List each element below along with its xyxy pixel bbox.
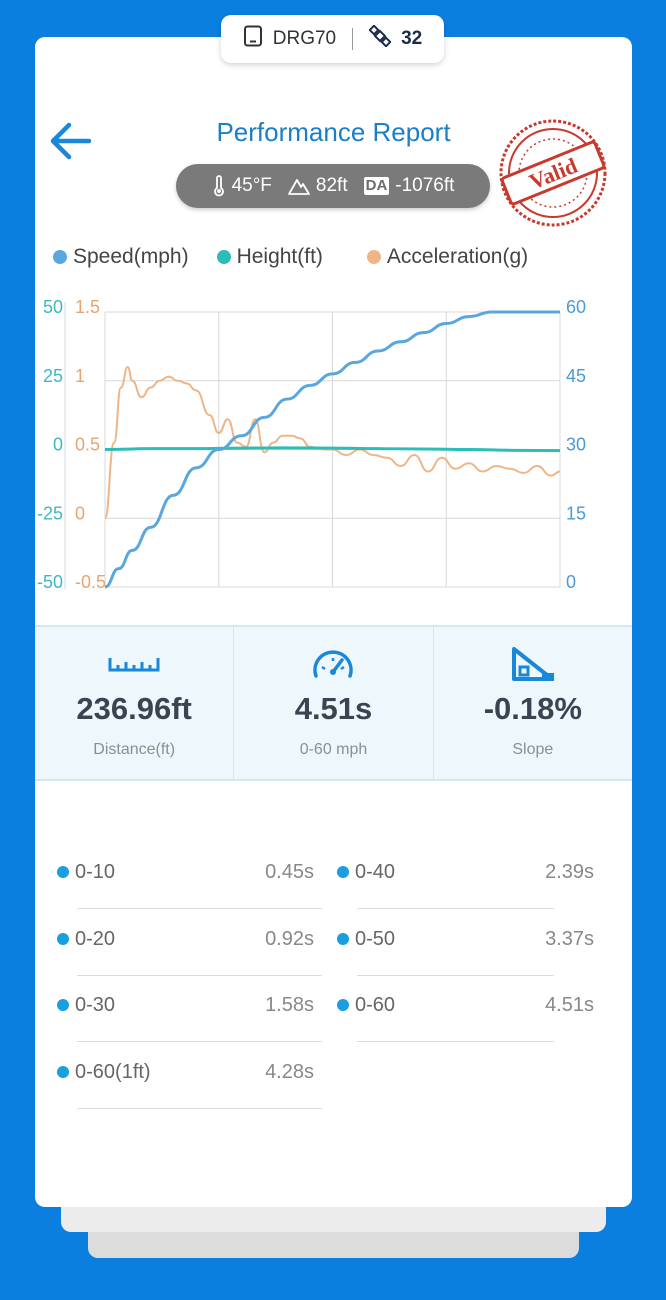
stat-zero-to-sixty: 4.51s 0-60 mph (234, 627, 434, 779)
acceleration-tick-label: 0.5 (75, 435, 100, 455)
legend-label: Speed(mph) (73, 245, 189, 268)
series-line-height (104, 446, 561, 453)
split-item: 0-20 0.92s (57, 909, 322, 976)
da-badge: DA (363, 177, 390, 195)
speed-tick-label: 60 (566, 297, 586, 317)
speed-tick-label: 0 (566, 572, 576, 592)
split-item: 0-10 0.45s (57, 842, 322, 909)
stat-label: Distance(ft) (93, 741, 176, 758)
stat-distance: 236.96ft Distance(ft) (35, 627, 235, 779)
stat-value: 4.51s (294, 691, 373, 726)
split-time: 0.45s (265, 860, 314, 883)
split-time: 1.58s (265, 993, 314, 1016)
split-range: 0-10 (75, 860, 116, 883)
split-item: 0-50 3.37s (337, 909, 594, 976)
split-range: 0-50 (355, 927, 396, 950)
density-altitude-readout: DA -1076ft (363, 175, 455, 197)
split-range: 0-60(1ft) (75, 1060, 151, 1083)
tablet-icon (243, 25, 263, 53)
legend-label: Height(ft) (236, 245, 323, 268)
temperature-value: 45°F (231, 175, 272, 196)
split-time: 3.37s (545, 927, 594, 950)
acceleration-tick-label: 1 (75, 366, 85, 386)
speedometer-icon (311, 645, 355, 683)
height-tick-label: -25 (37, 503, 63, 523)
device-status-pill[interactable]: DRG70 32 (221, 15, 444, 63)
bullet-dot (57, 1066, 69, 1078)
divider (357, 975, 554, 976)
divider (77, 1041, 322, 1042)
split-time: 2.39s (545, 860, 594, 883)
divider (357, 1041, 554, 1042)
height-tick-label: 25 (43, 366, 63, 386)
series-line-speed (104, 310, 560, 589)
acceleration-tick-label: -0.5 (75, 572, 106, 592)
satellite-icon (368, 24, 392, 53)
height-tick-label: -50 (37, 572, 63, 592)
bullet-dot (337, 933, 349, 945)
back-arrow-icon (50, 122, 92, 160)
back-button[interactable] (47, 119, 95, 163)
split-range: 0-60 (355, 993, 396, 1016)
legend-height[interactable]: Height(ft) (216, 245, 323, 269)
speed-tick-label: 45 (566, 366, 586, 386)
bullet-dot (57, 999, 69, 1011)
height-tick-label: 50 (43, 297, 63, 317)
split-range: 0-40 (355, 860, 396, 883)
split-range: 0-30 (75, 993, 116, 1016)
height-tick-label: 0 (53, 435, 63, 455)
stat-slope: -0.18% Slope (434, 627, 632, 779)
divider (77, 908, 322, 909)
density-altitude-value: -1076ft (395, 175, 455, 196)
mountain-icon (288, 179, 310, 195)
split-item: 0-60(1ft) 4.28s (57, 1042, 322, 1109)
split-time: 0.92s (265, 927, 314, 950)
performance-report-card: Performance Report 45°F 82ft DA -1076ft … (35, 37, 632, 1207)
legend-swatch (366, 250, 381, 264)
stat-value: 236.96ft (76, 691, 192, 726)
bullet-dot (337, 866, 349, 878)
series-line-accel (104, 366, 561, 520)
split-range: 0-20 (75, 927, 116, 950)
legend-acceleration[interactable]: Acceleration(g) (366, 245, 529, 269)
split-time: 4.28s (265, 1060, 314, 1083)
bullet-dot (57, 933, 69, 945)
acceleration-tick-label: 1.5 (75, 297, 100, 317)
legend-swatch (216, 250, 231, 264)
chart-legend: Speed(mph) Height(ft) Acceleration(g) (53, 245, 556, 269)
page-title: Performance Report (216, 117, 451, 147)
split-item: 0-40 2.39s (337, 842, 594, 909)
separator (352, 28, 354, 50)
legend-label: Acceleration(g) (386, 245, 529, 268)
legend-speed[interactable]: Speed(mph) (53, 245, 189, 269)
split-item: 0-30 1.58s (57, 975, 322, 1042)
speed-tick-label: 30 (566, 435, 586, 455)
bullet-dot (57, 866, 69, 878)
legend-swatch (53, 250, 67, 264)
satellite-count: 32 (401, 28, 423, 49)
speed-tick-label: 15 (566, 503, 586, 523)
slope-icon (510, 645, 556, 683)
valid-stamp: Valid (499, 119, 607, 227)
bullet-dot (337, 999, 349, 1011)
acceleration-tick-label: 0 (75, 503, 85, 523)
device-name: DRG70 (272, 28, 337, 49)
split-item: 0-60 4.51s (337, 975, 594, 1042)
stat-label: 0-60 mph (299, 741, 368, 758)
stat-label: Slope (512, 741, 554, 758)
divider (77, 975, 322, 976)
divider (357, 908, 554, 909)
split-time: 4.51s (545, 993, 594, 1016)
altitude-value: 82ft (315, 175, 348, 196)
altitude-readout: 82ft (288, 175, 348, 197)
stat-value: -0.18% (483, 691, 582, 726)
performance-chart[interactable]: 50 25 0 -25 -50 1.5 1 0.5 0 -0.5 60 45 30 15 0 (35, 287, 632, 607)
ruler-icon (108, 645, 160, 683)
thermometer-icon (213, 175, 224, 197)
stats-panel: 236.96ft Distance(ft) 4.51s 0-60 mph -0.… (35, 625, 632, 781)
divider (77, 1108, 322, 1109)
temperature-readout: 45°F (212, 175, 272, 197)
conditions-pill: 45°F 82ft DA -1076ft (176, 164, 490, 208)
